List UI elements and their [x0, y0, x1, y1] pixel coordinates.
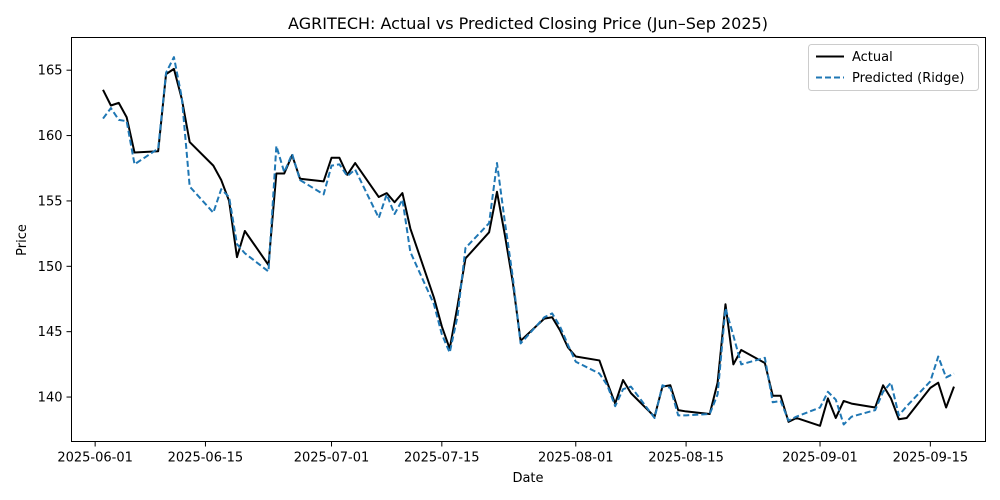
x-tick-label: 2025-08-01 — [538, 451, 614, 466]
y-tick-label: 150 — [38, 260, 63, 275]
plot-frame — [71, 37, 986, 442]
x-tick-label: 2025-06-15 — [168, 451, 244, 466]
y-tick-label: 165 — [38, 64, 63, 79]
legend: Actual Predicted (Ridge) — [808, 44, 979, 91]
x-tick-label: 2025-09-15 — [893, 451, 969, 466]
y-tick-label: 140 — [38, 391, 63, 406]
y-axis: 140 145 150 155 160 165 — [38, 64, 72, 406]
y-tick-label: 155 — [38, 194, 63, 209]
plot-area — [71, 37, 986, 442]
series-line-predicted — [102, 56, 955, 426]
x-axis-label: Date — [512, 471, 543, 486]
legend-label-predicted: Predicted (Ridge) — [852, 71, 964, 86]
legend-label-actual: Actual — [852, 50, 893, 65]
y-axis-label: Price — [15, 224, 30, 256]
x-tick-label: 2025-07-15 — [404, 451, 480, 466]
y-tick-label: 145 — [38, 325, 63, 340]
chart-title: AGRITECH: Actual vs Predicted Closing Pr… — [288, 14, 768, 33]
x-tick-label: 2025-08-15 — [648, 451, 724, 466]
legend-box — [808, 44, 979, 91]
y-tick-label: 160 — [38, 129, 63, 144]
x-tick-label: 2025-06-01 — [57, 451, 133, 466]
series-layer — [102, 56, 955, 427]
x-axis: 2025-06-01 2025-06-15 2025-07-01 2025-07-15… — [57, 441, 969, 466]
x-tick-label: 2025-07-01 — [294, 451, 370, 466]
x-tick-label: 2025-09-01 — [782, 451, 858, 466]
